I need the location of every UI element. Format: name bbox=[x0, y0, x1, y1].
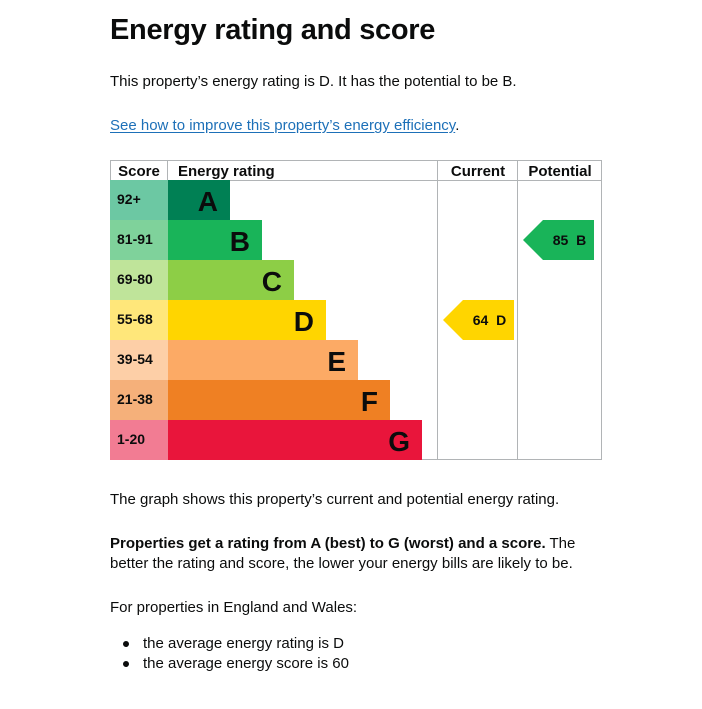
score-cell-g bbox=[110, 420, 168, 460]
band-bar-b bbox=[168, 220, 262, 260]
score-cell-c bbox=[110, 260, 168, 300]
list-item: the average energy score is 60 bbox=[110, 654, 349, 674]
graph-caption: The graph shows this property’s current … bbox=[110, 491, 560, 508]
band-bar-c bbox=[168, 260, 294, 300]
chart-frame bbox=[110, 160, 602, 460]
score-range-f: 21-38 bbox=[117, 391, 153, 407]
band-bar-e bbox=[168, 340, 358, 380]
score-cell-f bbox=[110, 380, 168, 420]
current-rating-marker-label: 64 D bbox=[473, 312, 506, 328]
band-letter-a: A bbox=[198, 186, 218, 217]
band-letter-d: D bbox=[294, 306, 314, 337]
rating-explainer-rest: The better the rating and score, the low… bbox=[110, 535, 576, 572]
regional-intro: For properties in England and Wales: bbox=[110, 599, 358, 616]
band-letter-f: F bbox=[361, 386, 378, 417]
rating-explainer-bold: Properties get a rating from A (best) to… bbox=[110, 535, 546, 552]
intro-text: This property’s energy rating is D. It h… bbox=[110, 73, 517, 90]
band-bar-g bbox=[168, 420, 422, 460]
score-cell-d bbox=[110, 300, 168, 340]
score-cell-e bbox=[110, 340, 168, 380]
score-range-a: 92+ bbox=[117, 191, 141, 207]
improve-link-line: See how to improve this property’s energ… bbox=[110, 116, 610, 136]
header-score: Score bbox=[118, 163, 160, 180]
band-bar-d bbox=[168, 300, 326, 340]
link-suffix: . bbox=[455, 117, 460, 134]
band-letter-g: G bbox=[388, 426, 410, 457]
list-item: the average energy rating is D bbox=[110, 634, 349, 654]
rating-bands: 92+ A 81-91 B 69-80 C 55-68 D 39-54 E 21-38 F 1-20 G bbox=[110, 180, 422, 460]
score-cell-a bbox=[110, 180, 168, 220]
score-range-b: 81-91 bbox=[117, 231, 153, 247]
score-range-c: 69-80 bbox=[117, 271, 153, 287]
score-cell-b bbox=[110, 220, 168, 260]
score-range-e: 39-54 bbox=[117, 351, 153, 367]
band-bar-a bbox=[168, 180, 230, 220]
band-letter-e: E bbox=[327, 346, 346, 377]
band-letter-c: C bbox=[262, 266, 282, 297]
improve-efficiency-link[interactable]: See how to improve this property’s energ… bbox=[110, 117, 456, 134]
averages-list: the average energy rating is D the avera… bbox=[110, 634, 349, 674]
header-potential: Potential bbox=[528, 163, 591, 180]
rating-explainer: Properties get a rating from A (best) to… bbox=[110, 534, 610, 574]
potential-rating-marker-label: 85 B bbox=[553, 232, 586, 248]
band-letter-b: B bbox=[230, 226, 250, 257]
rating-markers: 64 D 85 B bbox=[443, 220, 594, 340]
score-range-d: 55-68 bbox=[117, 311, 153, 327]
page-title: Energy rating and score bbox=[110, 14, 436, 46]
current-rating-marker bbox=[443, 300, 514, 340]
band-bar-f bbox=[168, 380, 390, 420]
score-range-g: 1-20 bbox=[117, 431, 145, 447]
potential-rating-marker bbox=[523, 220, 594, 260]
header-energy-rating: Energy rating bbox=[178, 163, 275, 180]
header-current: Current bbox=[451, 163, 505, 180]
